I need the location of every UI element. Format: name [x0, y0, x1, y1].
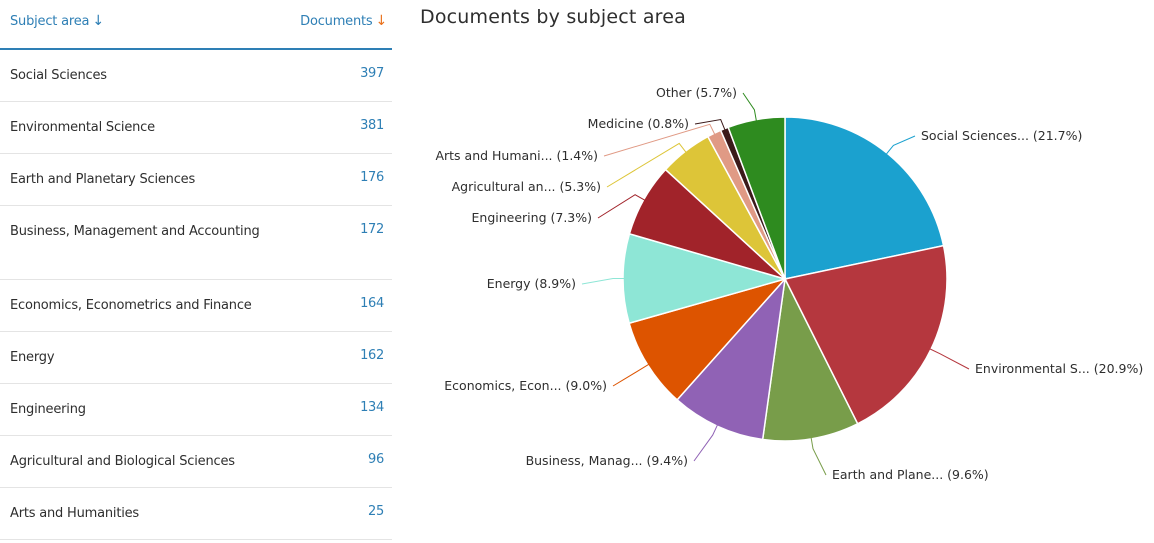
subject-area-header-label: Subject area	[10, 14, 90, 29]
table-row: Energy 162	[0, 332, 392, 384]
pie-leader-line	[694, 118, 726, 131]
pie-slice-label: Energy (8.9%)	[487, 276, 576, 291]
pie-leader-line	[581, 278, 625, 285]
document-count-link[interactable]: 25	[368, 504, 384, 519]
pie-slice-label: Arts and Humani... (1.4%)	[435, 148, 598, 163]
pie-slice-label: Earth and Plane... (9.6%)	[832, 467, 989, 482]
pie-slice-label: Business, Manag... (9.4%)	[526, 453, 688, 468]
table-row: Earth and Planetary Sciences 176	[0, 154, 392, 206]
pie-slice-label: Social Sciences... (21.7%)	[921, 128, 1082, 143]
subject-area-name: Engineering	[10, 402, 86, 417]
pie-leader-line	[742, 92, 757, 122]
table-row: Environmental Science 381	[0, 102, 392, 154]
sort-down-arrow-icon: ↓	[92, 13, 104, 29]
document-count-link[interactable]: 381	[360, 118, 384, 133]
subject-area-name: Earth and Planetary Sciences	[10, 172, 196, 187]
table-row: Arts and Humanities 25	[0, 488, 392, 540]
pie-slice-label: Environmental S... (20.9%)	[975, 361, 1143, 376]
pie-slice-label: Economics, Econ... (9.0%)	[444, 378, 607, 393]
pie-leader-line	[612, 363, 650, 387]
table-row: Economics, Econometrics and Finance 164	[0, 280, 392, 332]
pie-slice-label: Medicine (0.8%)	[588, 116, 689, 131]
sort-down-arrow-icon: ↓	[375, 13, 387, 29]
table-row: Agricultural and Biological Sciences 96	[0, 436, 392, 488]
pie-slice-label: Agricultural an... (5.3%)	[452, 179, 601, 194]
documents-header-label: Documents	[300, 14, 373, 29]
sort-documents-button[interactable]: Documents ↓	[300, 13, 387, 29]
document-count-link[interactable]: 134	[360, 400, 384, 415]
subject-area-name: Social Sciences	[10, 68, 107, 83]
pie-leader-line	[603, 123, 716, 157]
pie-leader-line	[597, 194, 646, 219]
subject-area-table: Subject area ↓ Documents ↓ Social Sciences…	[0, 0, 392, 543]
subject-area-name: Energy	[10, 350, 55, 365]
table-row: Engineering 134	[0, 384, 392, 436]
document-count-link[interactable]: 96	[368, 452, 384, 467]
document-count-link[interactable]: 397	[360, 66, 384, 81]
subject-area-name: Environmental Science	[10, 120, 155, 135]
table-row: Business, Management and Accounting 172	[0, 206, 392, 280]
pie-leader-line	[810, 436, 827, 476]
pie-leader-line	[693, 423, 719, 462]
sort-subject-area-button[interactable]: Subject area ↓	[10, 13, 104, 29]
document-count-link[interactable]: 172	[360, 222, 384, 237]
chart-title: Documents by subject area	[420, 6, 686, 28]
table-header: Subject area ↓ Documents ↓	[0, 0, 392, 50]
document-count-link[interactable]: 162	[360, 348, 384, 363]
table-body: Social Sciences 397 Environmental Science 3…	[0, 50, 392, 540]
table-row: Social Sciences 397	[0, 50, 392, 102]
subject-area-name: Arts and Humanities	[10, 506, 140, 521]
pie-leader-line	[606, 142, 687, 188]
subject-area-name: Economics, Econometrics and Finance	[10, 298, 252, 313]
pie-leader-line	[885, 135, 916, 156]
pie-leader-line	[928, 348, 970, 370]
document-count-link[interactable]: 164	[360, 296, 384, 311]
pie-slice-label: Other (5.7%)	[656, 85, 737, 100]
document-count-link[interactable]: 176	[360, 170, 384, 185]
subject-area-name: Agricultural and Biological Sciences	[10, 454, 235, 469]
subject-area-name: Business, Management and Accounting	[10, 224, 260, 239]
pie-slice-label: Engineering (7.3%)	[472, 210, 592, 225]
